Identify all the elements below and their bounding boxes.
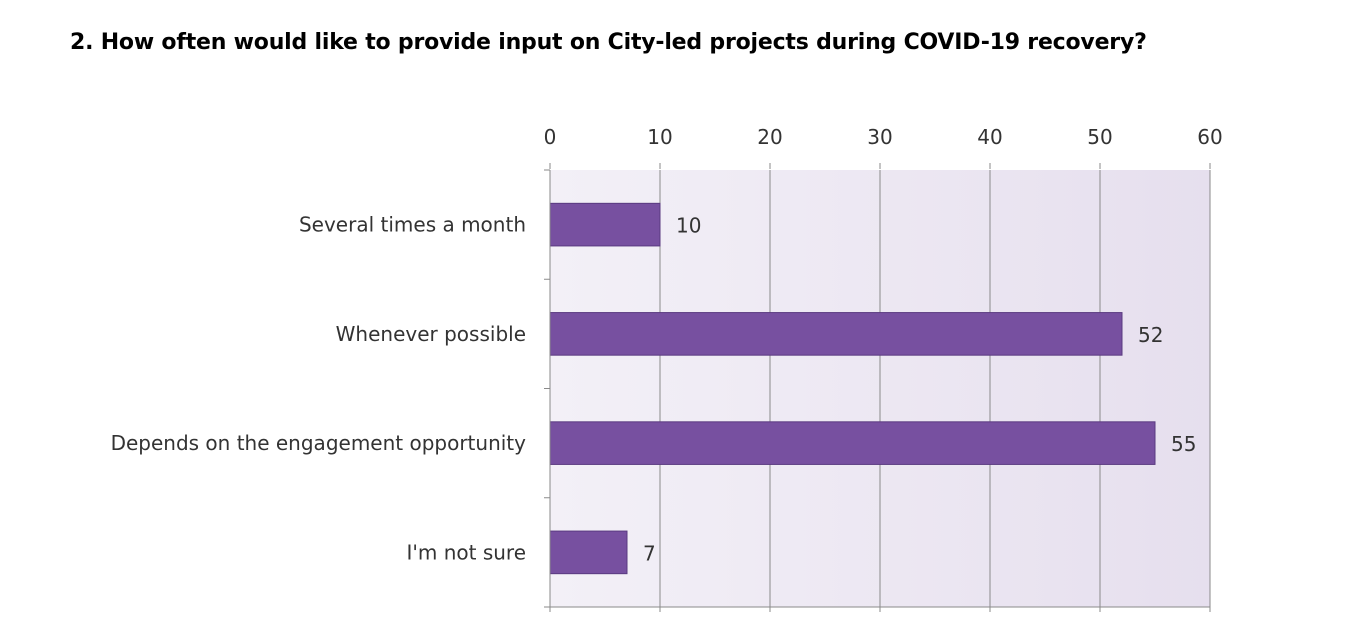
x-tick-label: 60 (1197, 125, 1222, 149)
axes (544, 163, 1211, 612)
x-tick-label: 20 (757, 125, 782, 149)
bar (549, 530, 628, 575)
x-tick-label: 0 (544, 125, 557, 149)
category-label: I'm not sure (406, 540, 526, 564)
x-tick-label: 50 (1087, 125, 1112, 149)
data-label: 52 (1138, 323, 1163, 347)
bar (549, 312, 1123, 356)
bars (549, 202, 1156, 575)
bar (549, 421, 1156, 465)
labels: 0 10 20 30 40 50 60 Several times a month 10 When… (111, 125, 1223, 565)
x-tick-label: 10 (647, 125, 672, 149)
data-label: 7 (643, 541, 656, 565)
category-label: Several times a month (299, 213, 526, 237)
x-tick-label: 30 (867, 125, 892, 149)
data-label: 55 (1171, 432, 1196, 456)
x-tick-label: 40 (977, 125, 1002, 149)
category-label: Depends on the engagement opportunity (111, 431, 527, 455)
data-label: 10 (676, 214, 701, 238)
category-label: Whenever possible (336, 322, 526, 346)
bar (549, 202, 661, 247)
chart-title: 2. How often would like to provide input… (70, 30, 1147, 55)
